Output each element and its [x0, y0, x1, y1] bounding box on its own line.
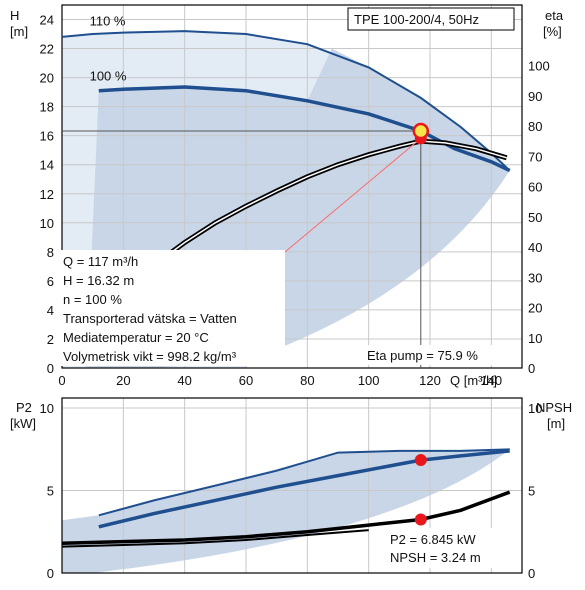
- power-curve-110: [98, 448, 510, 517]
- y-tick-label: 24: [40, 13, 54, 28]
- x-tick-label: 0: [58, 373, 65, 388]
- y-right-axis-label-unit: [%]: [543, 24, 562, 39]
- power-npsh-panel: 0 5 10 0 5 10 P2[kW] NPSH[m] P2 = 6.845 kW NPSH =…: [10, 397, 572, 581]
- plot-frame: [61, 4, 523, 369]
- y-right-tick-label: 80: [528, 119, 542, 134]
- y-right-tick-label: 10: [528, 401, 542, 416]
- series-label-110: 110 %: [90, 13, 126, 28]
- y-right-tick-label: 70: [528, 149, 542, 164]
- y-axis-label-unit: [kW]: [10, 416, 36, 431]
- y-axis-label-name: P2: [16, 400, 32, 415]
- y-tick-label: 6: [47, 274, 54, 289]
- curve-100-percent: [98, 85, 511, 173]
- y-right-tick-label: 40: [528, 240, 542, 255]
- npsh-duty-marker: [414, 513, 427, 526]
- eta-pump-label: Eta pump = 75.9 %: [367, 348, 478, 363]
- info-line: Volymetrisk vikt = 998.2 kg/m³: [63, 349, 237, 364]
- info-line: Transporterad vätska = Vatten: [63, 311, 237, 326]
- y-right-axis-label-name: NPSH: [536, 400, 572, 415]
- y-tick-label: 14: [40, 158, 54, 173]
- y-right-tick-label: 5: [528, 484, 535, 499]
- efficiency-curve-inner: [122, 140, 507, 295]
- head-efficiency-panel: 0 20 40 60 80 100 120 1400246810121416182022240…: [10, 4, 564, 388]
- head-duty-marker: [412, 122, 430, 140]
- x-tick-label: 120: [419, 373, 441, 388]
- x-tick-label: 100: [358, 373, 380, 388]
- y-right-tick-label: 0: [528, 566, 535, 581]
- x-tick-label: 60: [239, 373, 253, 388]
- y-tick-label: 22: [40, 42, 54, 57]
- y-tick-label: 8: [47, 245, 54, 260]
- chart-title: TPE 100-200/4, 50Hz: [354, 12, 479, 27]
- callout-line: [284, 138, 422, 253]
- y-right-tick-label: 10: [528, 331, 542, 346]
- y-right-axis-label-name: eta: [545, 8, 564, 23]
- y-right-tick-label: 0: [528, 361, 535, 376]
- plot-frame: [61, 397, 523, 574]
- y-right-axis-label-unit: [m]: [547, 416, 565, 431]
- y-axis-label-name: H: [10, 8, 19, 23]
- y-right-tick-label: 100: [528, 59, 550, 74]
- y-tick-label: 20: [40, 71, 54, 86]
- power-curve-100: [98, 449, 510, 529]
- y-tick-label: 5: [47, 484, 54, 499]
- title-box: [347, 7, 515, 31]
- series-label-100: 100 %: [90, 69, 127, 84]
- y-right-tick-label: 30: [528, 270, 542, 285]
- y-tick-label: 18: [40, 100, 54, 115]
- y-right-tick-label: 50: [528, 210, 542, 225]
- curve-110-percent: [61, 30, 511, 172]
- y-tick-label: 2: [47, 332, 54, 347]
- info-line: n = 100 %: [63, 292, 122, 307]
- result-box: [386, 528, 508, 568]
- x-tick-label: 140: [480, 373, 502, 388]
- npsh-result-label: NPSH = 3.24 m: [390, 550, 481, 565]
- y-right-tick-label: 90: [528, 89, 542, 104]
- y-tick-label: 10: [40, 216, 54, 231]
- p2-result-label: P2 = 6.845 kW: [390, 532, 476, 547]
- eta-label-bg: [363, 345, 506, 365]
- x-axis-label: Q [m³/h]: [450, 373, 497, 388]
- y-tick-label: 16: [40, 129, 54, 144]
- y-axis-label-unit: [m]: [10, 24, 28, 39]
- y-tick-label: 0: [47, 566, 54, 581]
- info-line: H = 16.32 m: [63, 273, 134, 288]
- y-right-tick-label: 60: [528, 180, 542, 195]
- npsh-curve-lower: [61, 529, 369, 548]
- power-duty-marker: [414, 454, 427, 467]
- y-tick-label: 0: [47, 361, 54, 376]
- y-right-tick-label: 20: [528, 301, 542, 316]
- y-tick-label: 10: [40, 401, 54, 416]
- y-tick-label: 4: [47, 303, 54, 318]
- x-tick-label: 20: [116, 373, 130, 388]
- power-area: [62, 449, 510, 573]
- y-tick-label: 12: [40, 187, 54, 202]
- x-tick-label: 80: [300, 373, 314, 388]
- info-box: [61, 250, 285, 366]
- x-tick-label: 40: [177, 373, 191, 388]
- info-line: Mediatemperatur = 20 °C: [63, 330, 209, 345]
- info-line: Q = 117 m³/h: [63, 254, 138, 269]
- npsh-curve: [61, 490, 511, 546]
